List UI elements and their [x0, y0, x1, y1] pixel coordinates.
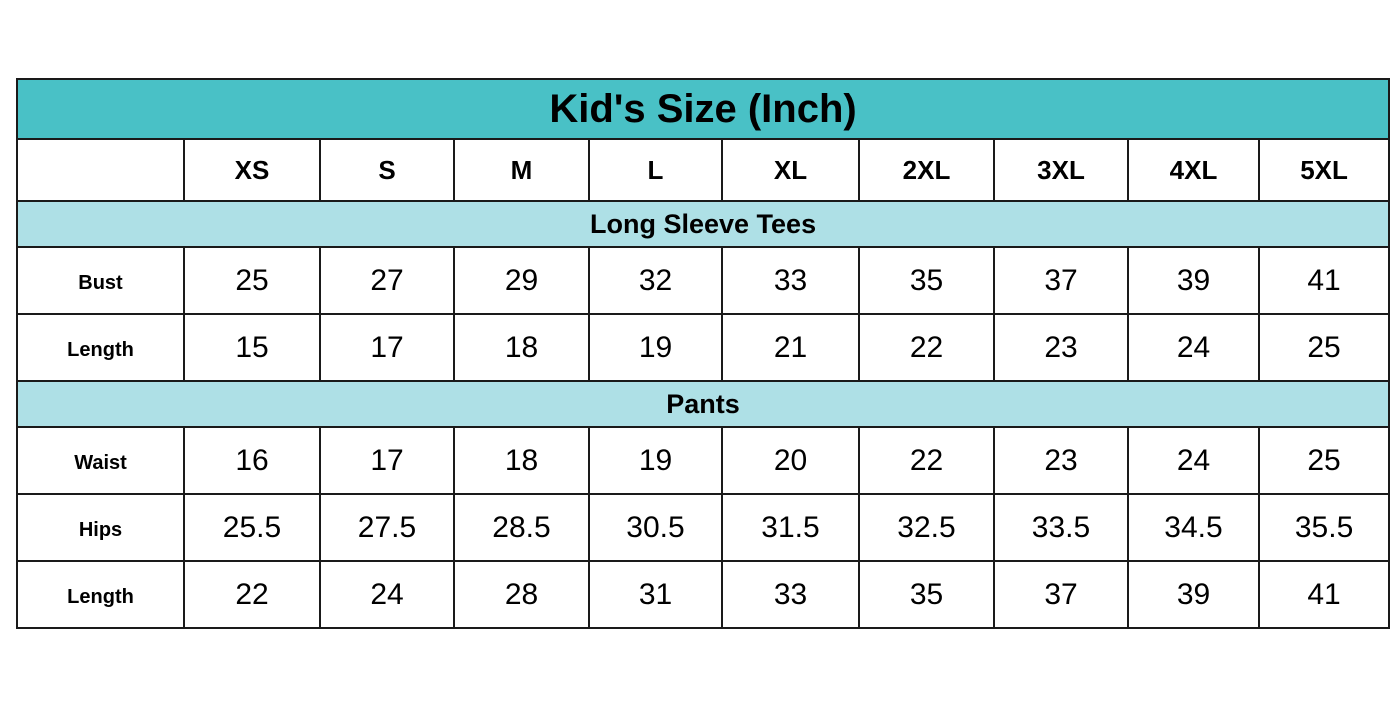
measurement-cell: 39	[1127, 246, 1260, 315]
measurement-cell: 16	[183, 426, 321, 495]
measurement-cell: 32.5	[858, 493, 995, 562]
table-row: Length 22 24 28 31 33 35 37 39 41	[16, 560, 1391, 629]
row-label-text: Length	[67, 339, 134, 361]
table-row: Bust 25 27 29 32 33 35 37 39 41	[16, 246, 1391, 315]
row-label-text: Hips	[78, 519, 123, 541]
size-header: 2XL	[858, 138, 995, 202]
measurement-cell: 15	[183, 313, 321, 382]
measurement-cell: 31.5	[721, 493, 860, 562]
measurement-cell: 33.5	[993, 493, 1129, 562]
size-chart-table: Kid's Size (Inch) XS S M L XL 2XL 3XL 4X…	[15, 78, 1391, 629]
measurement-cell: 37	[993, 560, 1129, 629]
row-label: Hips	[16, 493, 185, 562]
measurement-cell: 21	[721, 313, 860, 382]
measurement-cell: 37	[993, 246, 1129, 315]
measurement-cell: 22	[183, 560, 321, 629]
title-row: Kid's Size (Inch)	[15, 78, 1391, 140]
size-header: S	[319, 138, 455, 202]
measurement-cell: 33	[721, 560, 860, 629]
size-header: 5XL	[1257, 138, 1391, 202]
table-row: Length 15 17 18 19 21 22 23 24 25	[16, 313, 1391, 382]
measurement-cell: 22	[858, 313, 995, 382]
measurement-cell: 35.5	[1257, 493, 1391, 562]
measurement-cell: 28.5	[453, 493, 590, 562]
size-header: L	[588, 138, 723, 202]
measurement-cell: 25	[1257, 426, 1391, 495]
corner-cell	[16, 138, 185, 202]
row-label: Waist	[16, 426, 185, 495]
row-label: Length	[16, 313, 185, 382]
measurement-cell: 25	[183, 246, 321, 315]
size-header-row: XS S M L XL 2XL 3XL 4XL 5XL	[16, 138, 1391, 202]
measurement-cell: 24	[319, 560, 455, 629]
measurement-cell: 18	[453, 313, 590, 382]
size-header: M	[453, 138, 590, 202]
size-header: 4XL	[1127, 138, 1260, 202]
table-row: Waist 16 17 18 19 20 22 23 24 25	[16, 426, 1391, 495]
measurement-cell: 35	[858, 246, 995, 315]
row-label: Length	[16, 560, 185, 629]
measurement-cell: 33	[721, 246, 860, 315]
measurement-cell: 31	[588, 560, 723, 629]
measurement-cell: 29	[453, 246, 590, 315]
measurement-cell: 30.5	[588, 493, 723, 562]
measurement-cell: 25	[1257, 313, 1391, 382]
measurement-cell: 18	[453, 426, 590, 495]
measurement-cell: 20	[721, 426, 860, 495]
measurement-cell: 28	[453, 560, 590, 629]
measurement-cell: 27	[319, 246, 455, 315]
measurement-cell: 22	[858, 426, 995, 495]
row-label: Bust	[16, 246, 185, 315]
section-row: Long Sleeve Tees	[15, 200, 1391, 248]
size-header: 3XL	[993, 138, 1129, 202]
measurement-cell: 25.5	[183, 493, 321, 562]
measurement-cell: 34.5	[1127, 493, 1260, 562]
measurement-cell: 19	[588, 426, 723, 495]
measurement-cell: 39	[1127, 560, 1260, 629]
section-heading-pants: Pants	[15, 380, 1391, 428]
row-label-text: Bust	[78, 272, 123, 294]
measurement-cell: 24	[1127, 426, 1260, 495]
measurement-cell: 35	[858, 560, 995, 629]
row-label-text: Length	[67, 586, 134, 608]
measurement-cell: 19	[588, 313, 723, 382]
measurement-cell: 32	[588, 246, 723, 315]
measurement-cell: 41	[1257, 246, 1391, 315]
size-header: XS	[183, 138, 321, 202]
chart-title: Kid's Size (Inch)	[15, 78, 1391, 140]
measurement-cell: 24	[1127, 313, 1260, 382]
section-heading-long-sleeve-tees: Long Sleeve Tees	[15, 200, 1391, 248]
table-row: Hips 25.5 27.5 28.5 30.5 31.5 32.5 33.5 34.5 35.5	[16, 493, 1391, 562]
row-label-text: Waist	[74, 452, 127, 474]
measurement-cell: 27.5	[319, 493, 455, 562]
section-row: Pants	[15, 380, 1391, 428]
size-header: XL	[721, 138, 860, 202]
measurement-cell: 23	[993, 426, 1129, 495]
measurement-cell: 41	[1257, 560, 1391, 629]
measurement-cell: 23	[993, 313, 1129, 382]
measurement-cell: 17	[319, 313, 455, 382]
measurement-cell: 17	[319, 426, 455, 495]
